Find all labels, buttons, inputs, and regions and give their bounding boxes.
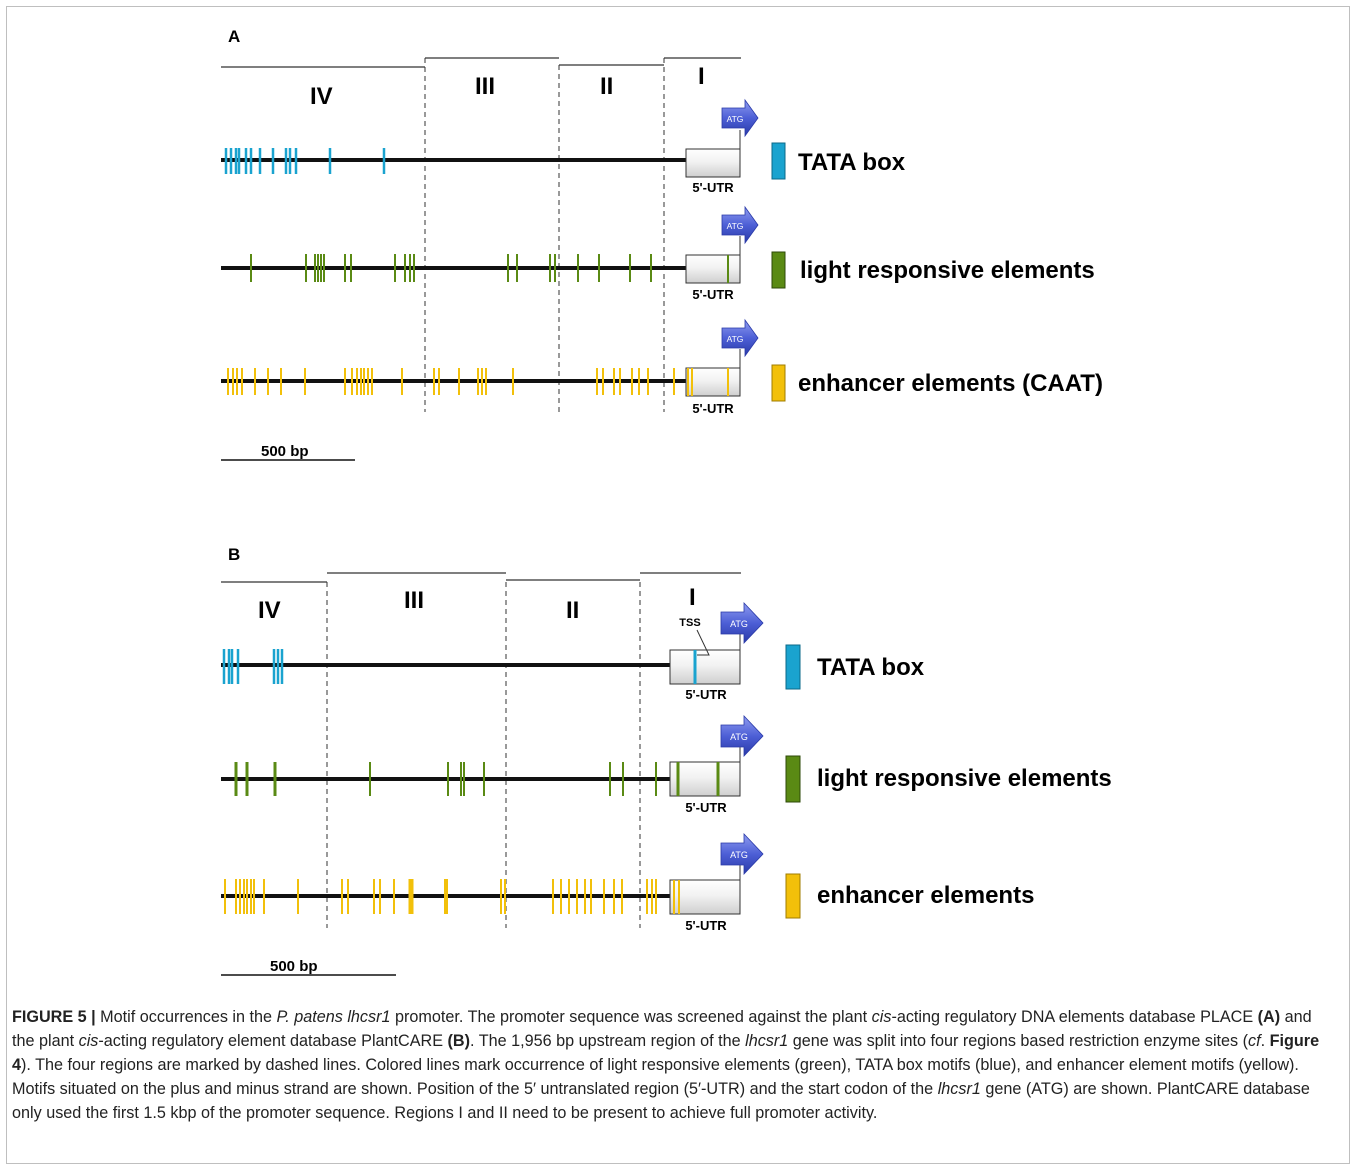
- panel-b-region-iv: IV: [258, 597, 281, 624]
- utr-box: [685, 367, 741, 397]
- panel-b: B IV III II I ATG TSS 5'-UTR: [221, 545, 1112, 976]
- utr-label: 5'-UTR: [685, 800, 727, 815]
- panel-a-region-dividers: [424, 58, 665, 412]
- caption-text: -acting regulatory DNA elements database…: [891, 1008, 1258, 1026]
- legend-light-a: light responsive elements: [800, 257, 1095, 284]
- panel-b-row-enhancer: ATG 5'-UTR enhancer ele: [221, 832, 1034, 933]
- utr-label: 5'-UTR: [685, 687, 727, 702]
- legend-enhancer-b: enhancer elements: [817, 882, 1034, 909]
- scale-label-a: 500 bp: [261, 443, 309, 460]
- caption-text: Motif occurrences in the: [95, 1008, 277, 1026]
- panel-b-row-light: ATG 5'-UTR light responsive elements: [221, 714, 1112, 815]
- caption-italic: cis: [871, 1008, 892, 1026]
- caption-text: and the plant: [12, 1008, 1312, 1050]
- caption-figure-number: FIGURE 5 |: [12, 1008, 96, 1026]
- utr-box: [669, 649, 741, 685]
- atg-arrow-icon: [720, 832, 764, 876]
- light-motif-marks: [234, 762, 720, 796]
- legend-swatch-tata: [785, 644, 801, 690]
- panel-a-row-tata: ATG 5'-UTR TATA box: [221, 98, 906, 195]
- panel-b-region-brackets: [221, 572, 741, 583]
- atg-label: ATG: [730, 732, 748, 742]
- tata-motif-marks: [224, 148, 386, 174]
- atg-arrow-icon: [721, 205, 759, 245]
- atg-arrow-icon: [721, 98, 759, 138]
- legend-swatch-enhancer: [785, 873, 801, 919]
- figure-diagram: A IV III II I ATG 5'-UTR: [221, 27, 1112, 976]
- atg-label: ATG: [727, 114, 744, 124]
- caption-text: .: [1260, 1032, 1270, 1050]
- caption-gene: lhcsr1: [745, 1032, 789, 1050]
- utr-label: 5'-UTR: [692, 180, 734, 195]
- panel-a-region-iii: III: [475, 73, 495, 100]
- legend-light-b: light responsive elements: [817, 765, 1112, 792]
- caption-italic: cf: [1248, 1032, 1261, 1050]
- caption-text: . The 1,956 bp upstream region of the: [470, 1032, 746, 1050]
- panel-a: A IV III II I ATG 5'-UTR: [221, 27, 1103, 461]
- utr-box: [685, 148, 741, 178]
- atg-label: ATG: [730, 850, 748, 860]
- figure-frame: [6, 6, 1350, 1164]
- panel-b-region-ii: II: [566, 597, 579, 624]
- utr-box: [669, 761, 741, 797]
- tata-motif-marks: [222, 649, 284, 684]
- utr-box: [685, 254, 741, 284]
- caption-text: gene (ATG) are shown. PlantCARE database…: [12, 1080, 1310, 1122]
- panel-b-region-dividers: [326, 582, 641, 928]
- utr-label: 5'-UTR: [692, 287, 734, 302]
- utr-label: 5'-UTR: [685, 918, 727, 933]
- atg-arrow-icon: [721, 318, 759, 358]
- caption-italic: cis: [78, 1032, 99, 1050]
- panel-a-label: A: [228, 27, 240, 46]
- caption-panel-ref: (B): [447, 1032, 471, 1050]
- atg-label: ATG: [727, 334, 744, 344]
- panel-a-region-ii: II: [600, 73, 613, 100]
- panel-a-region-iv: IV: [310, 83, 333, 110]
- enhancer-motif-marks: [227, 368, 729, 396]
- panel-a-row-enhancer: ATG 5'-UTR enh: [221, 318, 1103, 416]
- caption-gene: lhcsr1: [937, 1080, 981, 1098]
- legend-swatch-enhancer: [771, 364, 786, 402]
- light-motif-marks: [250, 254, 729, 283]
- legend-enhancer-a: enhancer elements (CAAT): [798, 370, 1103, 397]
- tss-pointer: [696, 629, 710, 656]
- panel-b-region-iii: III: [404, 587, 424, 614]
- legend-tata-a: TATA box: [798, 149, 906, 176]
- atg-arrow-icon: [720, 714, 764, 758]
- utr-box: [669, 879, 741, 915]
- atg-label: ATG: [730, 619, 748, 629]
- caption-species: P. patens lhcsr1: [276, 1008, 391, 1026]
- legend-swatch-light: [771, 251, 786, 289]
- atg-arrow-icon: [720, 601, 764, 645]
- figure-caption: FIGURE 5 | Motif occurrences in the P. p…: [12, 1005, 1334, 1125]
- enhancer-motif-marks: [224, 879, 680, 914]
- panel-b-label: B: [228, 545, 240, 564]
- legend-swatch-tata: [771, 142, 786, 180]
- caption-text: -acting regulatory element database Plan…: [98, 1032, 448, 1050]
- panel-a-region-i: I: [698, 63, 705, 90]
- tss-label: TSS: [679, 617, 700, 629]
- panel-b-row-tata: ATG TSS 5'-UTR TATA box: [221, 601, 925, 702]
- legend-tata-b: TATA box: [817, 654, 925, 681]
- legend-swatch-light: [785, 755, 801, 803]
- caption-text: ). The four regions are marked by dashed…: [12, 1056, 1299, 1098]
- panel-a-region-brackets: [221, 57, 741, 68]
- atg-label: ATG: [727, 221, 744, 231]
- caption-figure-link[interactable]: Figure 4: [12, 1032, 1320, 1074]
- caption-panel-ref: (A): [1257, 1008, 1281, 1026]
- caption-text: promoter. The promoter sequence was scre…: [390, 1008, 872, 1026]
- utr-label: 5'-UTR: [692, 401, 734, 416]
- caption-text: gene was split into four regions based r…: [788, 1032, 1249, 1050]
- scale-label-b: 500 bp: [270, 958, 318, 975]
- panel-b-region-i: I: [689, 584, 696, 611]
- panel-a-row-light: ATG 5'-UTR light responsive elements: [221, 205, 1095, 302]
